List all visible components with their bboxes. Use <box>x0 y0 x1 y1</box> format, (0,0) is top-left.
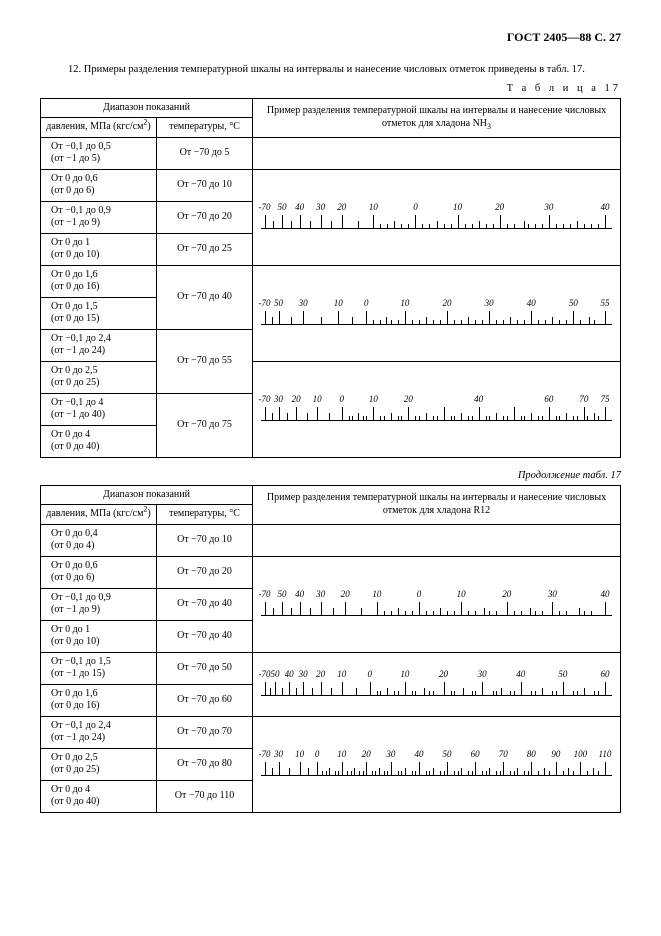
scale-diagram: -705040302010010203040 <box>261 582 612 626</box>
scale-cell: -703020100102040607075 <box>253 361 621 457</box>
pressure-cell: От 0 до 4(от 0 до 40) <box>41 780 157 812</box>
col-header-example: Пример разделения температурной шкалы на… <box>253 485 621 524</box>
temp-cell: От −70 до 80 <box>157 748 253 780</box>
temp-cell: От −70 до 10 <box>157 169 253 201</box>
pressure-cell: От 0 до 1,6(от 0 до 16) <box>41 684 157 716</box>
pressure-cell: От 0 до 1(от 0 до 10) <box>41 620 157 652</box>
pressure-cell: От 0 до 0,6(от 0 до 6) <box>41 556 157 588</box>
pressure-cell: От 0 до 4(от 0 до 40) <box>41 425 157 457</box>
col-header-pressure: давления, МПа (кгс/см2) <box>41 505 157 525</box>
temp-cell: От −70 до 60 <box>157 684 253 716</box>
pressure-cell: От −0,1 до 1,5(от −1 до 15) <box>41 652 157 684</box>
pressure-cell: От −0,1 до 4(от −1 до 40) <box>41 393 157 425</box>
scale-diagram: -705030100102030405055 <box>261 291 612 335</box>
temp-cell: От −70 до 55 <box>157 329 253 393</box>
pressure-cell: От −0,1 до 2,4(от −1 до 24) <box>41 716 157 748</box>
col-header-example: Пример разделения температурной шкалы на… <box>253 98 621 137</box>
scale-cell <box>253 137 621 169</box>
temp-cell: От −70 до 50 <box>157 652 253 684</box>
temp-cell: От −70 до 5 <box>157 137 253 169</box>
pressure-cell: От 0 до 2,5(от 0 до 25) <box>41 361 157 393</box>
table-continuation: Продолжение табл. 17 <box>40 470 621 481</box>
scale-cell: -705030100102030405055 <box>253 265 621 361</box>
pressure-cell: От 0 до 1(от 0 до 10) <box>41 233 157 265</box>
temp-cell: От −70 до 70 <box>157 716 253 748</box>
pressure-cell: От −0,1 до 0,5(от −1 до 5) <box>41 137 157 169</box>
col-header-temp: температуры, °С <box>157 505 253 525</box>
scale-diagram: -705040302010010203040 <box>261 195 612 239</box>
col-header-pressure: давления, МПа (кгс/см2) <box>41 118 157 138</box>
scale-diagram: -7050403020100102030405060 <box>261 662 612 706</box>
temp-cell: От −70 до 25 <box>157 233 253 265</box>
pressure-cell: От 0 до 1,6(от 0 до 16) <box>41 265 157 297</box>
col-header-range: Диапазон показаний <box>41 98 253 118</box>
pressure-cell: От −0,1 до 0,9(от −1 до 9) <box>41 588 157 620</box>
pressure-cell: От 0 до 1,5(от 0 до 15) <box>41 297 157 329</box>
table-17: Диапазон показанийПример разделения темп… <box>40 98 621 458</box>
scale-cell: -705040302010010203040 <box>253 556 621 652</box>
pressure-cell: От 0 до 0,6(от 0 до 6) <box>41 169 157 201</box>
col-header-temp: температуры, °С <box>157 118 253 138</box>
col-header-range: Диапазон показаний <box>41 485 253 505</box>
temp-cell: От −70 до 40 <box>157 588 253 620</box>
scale-cell: -705040302010010203040 <box>253 169 621 265</box>
temp-cell: От −70 до 40 <box>157 620 253 652</box>
table-17-cont: Диапазон показанийПример разделения темп… <box>40 485 621 813</box>
intro-para: 12. Примеры разделения температурной шка… <box>40 63 621 77</box>
pressure-cell: От −0,1 до 2,4(от −1 до 24) <box>41 329 157 361</box>
scale-cell: -7030100102030405060708090100110 <box>253 716 621 812</box>
temp-cell: От −70 до 110 <box>157 780 253 812</box>
scale-cell <box>253 524 621 556</box>
temp-cell: От −70 до 20 <box>157 201 253 233</box>
temp-cell: От −70 до 40 <box>157 265 253 329</box>
scale-diagram: -703020100102040607075 <box>261 387 612 431</box>
scale-cell: -7050403020100102030405060 <box>253 652 621 716</box>
temp-cell: От −70 до 20 <box>157 556 253 588</box>
scale-diagram: -7030100102030405060708090100110 <box>261 742 612 786</box>
doc-header: ГОСТ 2405—88 С. 27 <box>40 30 621 45</box>
temp-cell: От −70 до 10 <box>157 524 253 556</box>
pressure-cell: От 0 до 2,5(от 0 до 25) <box>41 748 157 780</box>
pressure-cell: От 0 до 0,4(от 0 до 4) <box>41 524 157 556</box>
temp-cell: От −70 до 75 <box>157 393 253 457</box>
pressure-cell: От −0,1 до 0,9(от −1 до 9) <box>41 201 157 233</box>
table-caption: Т а б л и ц а 17 <box>40 83 621 94</box>
